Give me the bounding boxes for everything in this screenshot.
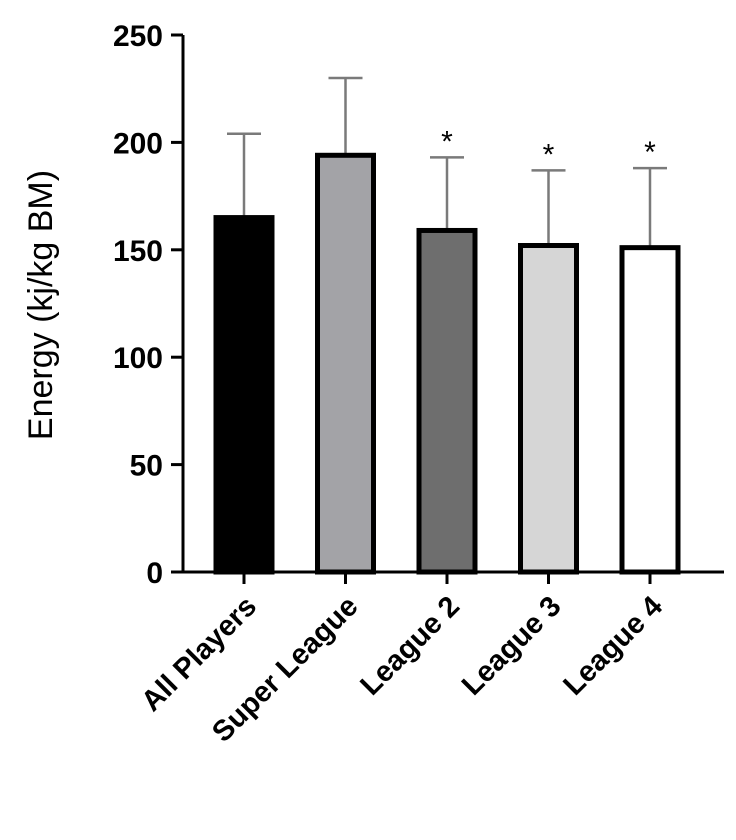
y-axis-label: Energy (kj/kg BM) (22, 170, 60, 440)
bar (213, 215, 275, 575)
y-tick-label: 50 (130, 450, 163, 483)
y-axis: 0 50 100 150 200 250 (113, 20, 185, 590)
x-tick-label: League 3 (456, 590, 568, 702)
significance-marker: * (543, 138, 555, 171)
bar (315, 152, 376, 575)
y-tick-label: 200 (113, 127, 163, 160)
bar (518, 243, 579, 575)
bars: * * * (213, 76, 681, 575)
significance-marker: * (441, 125, 453, 158)
significance-marker: * (644, 136, 656, 169)
y-tick-label: 250 (113, 20, 163, 53)
y-tick-label: 0 (146, 557, 163, 590)
bar (416, 227, 478, 575)
y-tick-label: 150 (113, 235, 163, 268)
y-tick-label: 100 (113, 342, 163, 375)
x-tick-label: League 4 (557, 590, 669, 702)
x-tick-label: League 2 (354, 590, 466, 702)
bar (619, 245, 681, 575)
